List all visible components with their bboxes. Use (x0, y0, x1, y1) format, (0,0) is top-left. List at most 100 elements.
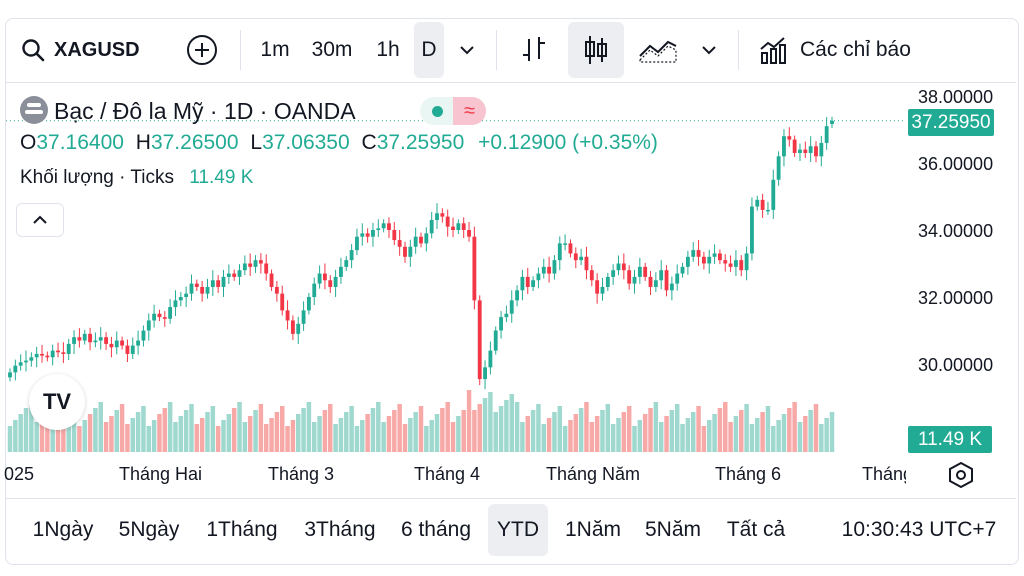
candle-body (312, 283, 317, 297)
ohlc-bars-icon (523, 37, 545, 61)
candle-body (178, 297, 183, 301)
candle-body (648, 276, 653, 287)
volume-bar (797, 422, 803, 452)
candle-body (125, 345, 130, 354)
candle-body (819, 142, 824, 157)
volume-bar (205, 412, 210, 452)
interval-dropdown[interactable] (452, 22, 482, 78)
volume-bar (93, 408, 98, 452)
indicators-button[interactable]: Các chỉ báo (758, 22, 933, 78)
candle-body (226, 273, 231, 277)
price-chart[interactable] (0, 0, 1024, 500)
volume-bar (87, 414, 93, 452)
volume-bar (215, 426, 221, 452)
time-label: Tháng Hai (119, 464, 203, 484)
collapse-legend-button[interactable] (16, 203, 64, 237)
ohlc-row: O37.16400 H37.26500 L37.06350 C37.25950 … (20, 131, 658, 155)
candle-body (472, 236, 477, 301)
candle-body (8, 372, 12, 378)
volume-bar (610, 424, 616, 452)
range-1m[interactable]: 1Tháng (206, 518, 278, 541)
interval-30m[interactable]: 30m (311, 38, 353, 61)
area-chart-type-button[interactable] (636, 22, 680, 78)
range-5d[interactable]: 5Ngày (118, 518, 180, 541)
range-3m[interactable]: 3Tháng (304, 518, 376, 541)
candle-body (547, 266, 552, 274)
compare-symbol-button[interactable] (182, 22, 222, 78)
candle-body (766, 209, 770, 212)
volume-bar (648, 408, 653, 452)
bar-chart-type-button[interactable] (516, 22, 552, 78)
high-value: 37.26500 (150, 131, 239, 154)
chart-settings-button[interactable] (946, 460, 976, 490)
candle-body (830, 120, 834, 125)
candles-chart-type-button[interactable] (568, 22, 624, 78)
volume-bar (600, 410, 605, 452)
interval-1m[interactable]: 1m (260, 38, 290, 61)
range-1y[interactable]: 1Năm (564, 518, 622, 541)
range-bar-divider (6, 498, 1016, 499)
volume-bar (109, 416, 114, 452)
range-ytd[interactable]: YTD (488, 504, 548, 556)
volume-bar (231, 408, 237, 452)
candle-body (45, 355, 50, 358)
volume-bar (712, 414, 717, 452)
range-5y[interactable]: 5Năm (644, 518, 702, 541)
volume-bar (578, 408, 584, 452)
candle-body (509, 300, 514, 314)
volume-bar (498, 406, 504, 452)
volume-bar (514, 402, 520, 452)
candle-body (792, 139, 797, 153)
volume-bar (285, 426, 290, 452)
candle-body (157, 313, 162, 318)
range-all[interactable]: Tất cả (726, 518, 786, 541)
candle-body (483, 367, 487, 380)
volume-bar (146, 426, 152, 452)
range-1d[interactable]: 1Ngày (32, 518, 94, 541)
chart-type-dropdown[interactable] (694, 22, 724, 78)
clock-timezone[interactable]: 10:30:43 UTC+7 (841, 518, 997, 541)
indicators-label: Các chỉ báo (800, 38, 911, 61)
candle-body (755, 199, 760, 207)
candle-body (248, 263, 253, 267)
volume-bar (509, 394, 514, 452)
candle-body (258, 260, 263, 264)
volume-bar (568, 420, 573, 452)
interval-d[interactable]: D (414, 22, 444, 78)
volume-bar (813, 404, 819, 452)
volume-bar (82, 420, 87, 452)
candle-body (104, 337, 108, 344)
interval-1h[interactable]: 1h (376, 38, 400, 61)
candle-body (477, 300, 482, 380)
candle-body (525, 276, 530, 287)
volume-bar (386, 416, 392, 452)
candle-body (232, 273, 237, 277)
volume-bar (397, 404, 402, 452)
symbol-title: Bạc / Đô la Mỹ · 1D · OANDA (54, 98, 356, 124)
time-label: Tháng Năm (546, 464, 641, 484)
candle-body (408, 246, 413, 257)
candle-body (589, 270, 594, 281)
candle-body (573, 253, 578, 261)
volume-bar (114, 410, 119, 452)
open-value: 37.16400 (36, 131, 124, 154)
candle-body (285, 310, 290, 321)
candle-body (643, 266, 648, 277)
symbol-search-button[interactable]: XAGUSD (20, 22, 150, 78)
tradingview-logo[interactable]: TV (29, 374, 85, 430)
range-6m[interactable]: 6 tháng (400, 518, 472, 541)
candle-body (301, 310, 306, 324)
candle-body (605, 276, 610, 287)
candle-body (114, 340, 119, 348)
volume-bar (130, 418, 136, 452)
candle-body (344, 260, 349, 267)
market-status-pill[interactable]: ≈ (420, 97, 486, 125)
volume-bar (34, 422, 39, 452)
volume-bar (824, 418, 829, 452)
candle-body (381, 223, 386, 229)
volume-bar (829, 412, 835, 452)
candle-body (221, 276, 226, 287)
volume-bar (18, 414, 23, 452)
volume-bar (173, 422, 178, 452)
candle-body (808, 146, 813, 153)
